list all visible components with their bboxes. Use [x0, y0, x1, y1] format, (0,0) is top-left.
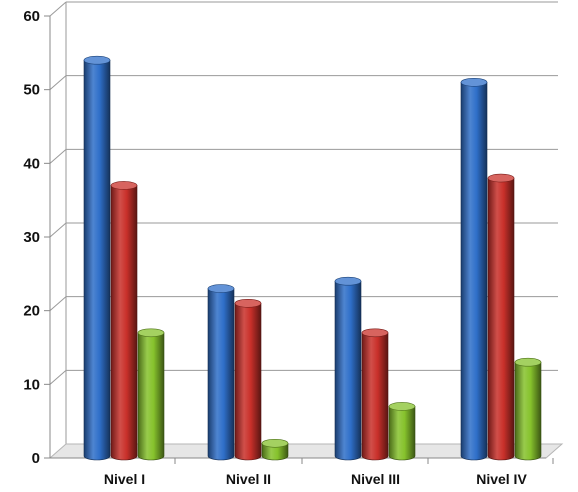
y-tick-label: 60: [23, 8, 40, 25]
gridline: [49, 1, 67, 17]
bar: [137, 328, 165, 461]
bar: [514, 357, 542, 461]
bars: [83, 55, 542, 461]
bar: [207, 284, 235, 461]
bar-body: [261, 442, 289, 461]
bar-cap: [334, 276, 362, 286]
y-tick-label: 10: [23, 376, 40, 393]
y-tick-label: 20: [23, 303, 40, 320]
y-tick-label: 30: [23, 229, 40, 246]
gridline: [49, 75, 67, 91]
bar-cap: [207, 284, 235, 293]
bar: [234, 298, 262, 461]
bar-body: [460, 82, 488, 461]
bar-cap: [137, 328, 165, 338]
bar: [361, 328, 389, 461]
bar-body: [334, 280, 362, 461]
bar: [487, 173, 515, 461]
gridline: [49, 296, 67, 312]
bar-body: [487, 177, 515, 461]
bar-cap: [460, 78, 488, 87]
y-tick-label: 40: [23, 155, 40, 172]
bar: [83, 55, 111, 461]
bar-body: [361, 332, 389, 461]
bar-cap: [234, 298, 262, 308]
bar-body: [207, 288, 235, 461]
bar-body: [388, 406, 416, 461]
bar-body: [137, 332, 165, 461]
bar: [460, 78, 488, 461]
category-labels: Nivel I Nivel II Nivel III Nivel IV: [104, 471, 528, 487]
y-axis: 0 10 20 30 40 50 60: [23, 8, 51, 467]
y-tick-label: 0: [32, 450, 40, 467]
bar-cap: [261, 438, 289, 448]
bar-cap: [110, 181, 138, 190]
gridline: [49, 369, 67, 385]
bar-cap: [83, 55, 111, 65]
x-tick-label: Nivel II: [226, 471, 271, 487]
gridline: [49, 148, 67, 164]
bar: [388, 402, 416, 461]
bar-body: [83, 59, 111, 461]
bar-body: [514, 361, 542, 461]
y-tick-label: 50: [23, 82, 40, 99]
gridline: [49, 222, 67, 238]
bar-cap: [487, 173, 515, 183]
bar: [334, 276, 362, 461]
x-tick-label: Nivel IV: [476, 471, 527, 487]
bar: [261, 438, 289, 461]
bar-body: [234, 303, 262, 461]
bar-cap: [514, 357, 542, 367]
bar-cap: [388, 402, 416, 411]
bar-cap: [361, 328, 389, 338]
bar-body: [110, 185, 138, 461]
bar: [110, 181, 138, 461]
x-tick-label: Nivel III: [351, 471, 400, 487]
x-tick-label: Nivel I: [104, 471, 145, 487]
